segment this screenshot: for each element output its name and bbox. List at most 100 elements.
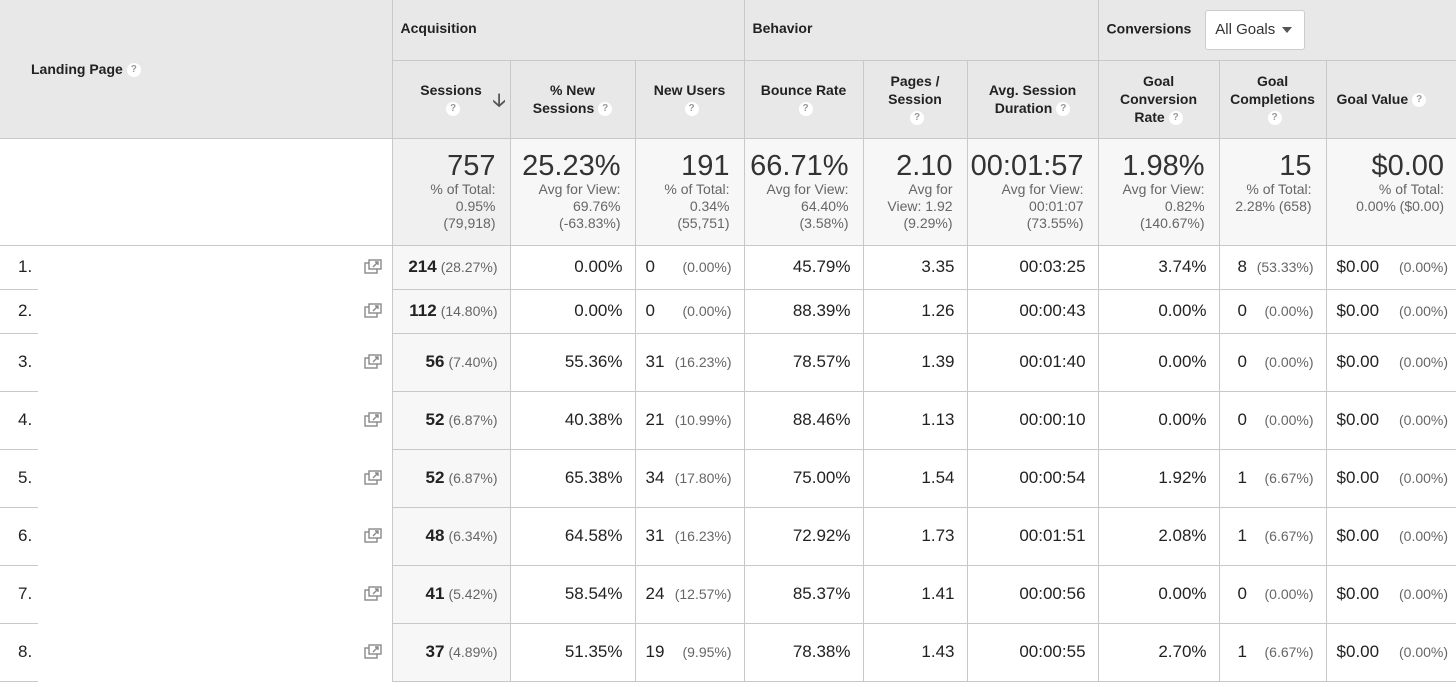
col-goal-comp-label-1: Goal — [1256, 73, 1289, 89]
table-row[interactable]: 6. 48 (6.34%) 64.58% 31 (16.23%) 72.92% 1.73 00:… — [0, 507, 1456, 566]
row-landing-page[interactable]: 4. — [0, 391, 392, 450]
col-new-sessions-label-1: % New — [549, 82, 596, 98]
col-new-users[interactable]: New Users ? — [634, 59, 745, 139]
col-new-sessions-label-2: Sessions — [532, 100, 595, 116]
cell-bounce-rate: 85.37% — [743, 565, 864, 624]
col-sessions-label: Sessions — [420, 82, 482, 98]
row-landing-page[interactable]: 8. — [0, 623, 392, 682]
row-landing-page[interactable]: 3. — [0, 333, 392, 392]
goals-select[interactable]: All Goals — [1205, 9, 1306, 50]
conversions-label: Conversions — [1106, 20, 1192, 37]
cell-goal-comp: 0 (0.00%) — [1218, 289, 1327, 334]
col-goal-conv-label-2: Conversion — [1120, 91, 1198, 107]
open-in-new-icon[interactable] — [363, 470, 382, 486]
col-goal-conversion-rate[interactable]: Goal Conversion Rate? — [1097, 59, 1220, 139]
help-icon[interactable]: ? — [1168, 111, 1183, 126]
cell-sessions: 214 (28.27%) — [391, 245, 510, 290]
cell-goal-conv: 1.92% — [1097, 449, 1220, 508]
open-in-new-icon[interactable] — [363, 303, 382, 319]
row-landing-page[interactable]: 5. — [0, 449, 392, 508]
table-row[interactable]: 8. 37 (4.89%) 51.35% 19 (9.95%) 78.38% 1.43 00:0… — [0, 623, 1456, 682]
row-landing-page[interactable]: 2. — [0, 289, 392, 334]
row-index: 1. — [18, 257, 33, 277]
cell-sessions: 48 (6.34%) — [391, 507, 510, 566]
cell-goal-value: $0.00 (0.00%) — [1325, 449, 1456, 508]
row-landing-page[interactable]: 6. — [0, 507, 392, 566]
help-icon[interactable]: ? — [684, 102, 699, 117]
cell-goal-value: $0.00 (0.00%) — [1325, 289, 1456, 334]
table-row[interactable]: 2. 112 (14.80%) 0.00% 0 (0.00%) 88.39% 1.26 00:0… — [0, 289, 1456, 334]
open-in-new-icon[interactable] — [363, 586, 382, 602]
open-in-new-icon[interactable] — [363, 354, 382, 370]
help-icon[interactable]: ? — [910, 111, 925, 126]
row-landing-page[interactable]: 7. — [0, 565, 392, 624]
cell-avg-duration: 00:03:25 — [966, 245, 1099, 290]
col-avg-duration-label-1: Avg. Session — [988, 82, 1077, 98]
row-landing-page[interactable]: 1. — [0, 245, 392, 290]
table-row[interactable]: 5. 52 (6.87%) 65.38% 34 (17.80%) 75.00% 1.54 00:… — [0, 449, 1456, 508]
cell-goal-comp: 0 (0.00%) — [1218, 565, 1327, 624]
help-icon[interactable]: ? — [598, 102, 613, 117]
cell-goal-comp: 0 (0.00%) — [1218, 333, 1327, 392]
open-in-new-icon[interactable] — [363, 644, 382, 660]
cell-pages-session: 1.43 — [862, 623, 968, 682]
cell-sessions: 41 (5.42%) — [391, 565, 510, 624]
help-icon[interactable]: ? — [446, 102, 460, 117]
cell-new-users: 0 (0.00%) — [634, 289, 745, 334]
row-index: 7. — [18, 584, 33, 603]
col-pages-session-label-2: Session — [888, 91, 942, 107]
help-icon[interactable]: ? — [1267, 111, 1282, 126]
help-icon[interactable]: ? — [798, 102, 813, 117]
cell-goal-comp: 1 (6.67%) — [1218, 449, 1327, 508]
cell-pages-session: 1.26 — [862, 289, 968, 334]
cell-new-sessions: 40.38% — [509, 391, 635, 450]
total-sessions: 757 % of Total: 0.95% (79,918) — [391, 138, 510, 246]
cell-avg-duration: 00:01:51 — [966, 507, 1099, 566]
landing-page-header[interactable]: Landing Page? — [0, 0, 392, 139]
cell-goal-value: $0.00 (0.00%) — [1325, 391, 1456, 450]
cell-new-users: 31 (16.23%) — [634, 507, 745, 566]
col-new-users-label: New Users — [653, 82, 726, 98]
open-in-new-icon[interactable] — [363, 528, 382, 544]
total-new-sessions: 25.23% Avg for View: 69.76% (-63.83%) — [509, 138, 635, 246]
open-in-new-icon[interactable] — [363, 412, 382, 428]
cell-pages-session: 1.73 — [862, 507, 968, 566]
col-pages-session[interactable]: Pages / Session ? — [862, 59, 968, 139]
cell-pages-session: 3.35 — [862, 245, 968, 290]
total-goal-value: $0.00 % of Total: 0.00% ($0.00) — [1325, 138, 1456, 246]
cell-sessions: 37 (4.89%) — [391, 623, 510, 682]
open-in-new-icon[interactable] — [363, 259, 382, 275]
cell-new-sessions: 64.58% — [509, 507, 635, 566]
help-icon[interactable]: ? — [1056, 102, 1071, 117]
cell-goal-comp: 1 (6.67%) — [1218, 623, 1327, 682]
table-row[interactable]: 4. 52 (6.87%) 40.38% 21 (10.99%) 88.46% 1.13 00:… — [0, 391, 1456, 450]
col-goal-completions[interactable]: Goal Completions ? — [1218, 59, 1327, 139]
col-goal-value[interactable]: Goal Value? — [1325, 59, 1456, 139]
help-icon[interactable]: ? — [1412, 93, 1427, 108]
col-sessions[interactable]: Sessions ? 🡣 — [391, 59, 510, 139]
col-new-sessions[interactable]: % New Sessions? — [509, 59, 635, 139]
cell-goal-conv: 3.74% — [1097, 245, 1220, 290]
sort-descending-icon[interactable]: 🡣 — [492, 89, 506, 110]
total-avg-duration: 00:01:57 Avg for View: 00:01:07 (73.55%) — [966, 138, 1099, 246]
col-bounce-rate[interactable]: Bounce Rate ? — [743, 59, 864, 139]
table-row[interactable]: 3. 56 (7.40%) 55.36% 31 (16.23%) 78.57% 1.39 00:… — [0, 333, 1456, 392]
col-goal-value-label: Goal Value — [1336, 91, 1409, 107]
cell-new-sessions: 51.35% — [509, 623, 635, 682]
cell-goal-conv: 0.00% — [1097, 565, 1220, 624]
table-row[interactable]: 1. 214 (28.27%) 0.00% 0 (0.00%) 45.79% 3.35 00:0… — [0, 245, 1456, 290]
totals-row: 757 % of Total: 0.95% (79,918) 25.23% Av… — [0, 138, 1456, 246]
col-avg-duration-label-2: Duration — [994, 100, 1053, 116]
col-pages-session-label-1: Pages / — [890, 73, 940, 89]
cell-pages-session: 1.39 — [862, 333, 968, 392]
table-row[interactable]: 7. 41 (5.42%) 58.54% 24 (12.57%) 85.37% 1.41 00:… — [0, 565, 1456, 624]
cell-new-users: 0 (0.00%) — [634, 245, 745, 290]
col-avg-session-duration[interactable]: Avg. Session Duration? — [966, 59, 1099, 139]
total-goal-conv: 1.98% Avg for View: 0.82% (140.67%) — [1097, 138, 1220, 246]
cell-goal-comp: 1 (6.67%) — [1218, 507, 1327, 566]
help-icon[interactable]: ? — [126, 62, 141, 77]
cell-bounce-rate: 78.38% — [743, 623, 864, 682]
col-goal-conv-label-1: Goal — [1142, 73, 1175, 89]
cell-sessions: 112 (14.80%) — [391, 289, 510, 334]
cell-avg-duration: 00:00:56 — [966, 565, 1099, 624]
